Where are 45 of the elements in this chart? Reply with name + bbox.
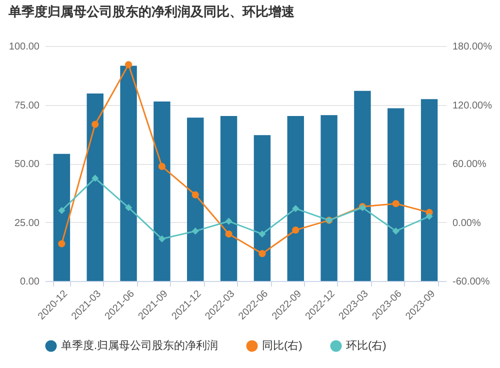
y-tick-label: 100.00: [8, 42, 40, 52]
bar: [86, 93, 104, 281]
point: [92, 174, 99, 182]
point: [225, 230, 232, 238]
point: [92, 120, 99, 128]
point: [158, 162, 166, 170]
point: [192, 228, 199, 235]
point: [192, 191, 199, 198]
y2-tick-label: 0.00%: [452, 218, 481, 229]
y2-tick-label: -60.00%: [452, 276, 490, 288]
point: [58, 240, 66, 248]
y-tick-label: 75.00: [14, 100, 40, 112]
point: [125, 204, 132, 212]
y-tick-label: 25.00: [14, 218, 40, 229]
y2-tick-label: 180.00%: [452, 42, 492, 52]
point: [158, 235, 166, 242]
bar: [53, 154, 70, 281]
legend-label: 单季度.归属母公司股东的净利润: [61, 339, 218, 352]
y2-tick-label: 120.00%: [452, 100, 492, 112]
bar: [320, 115, 338, 281]
point: [58, 206, 66, 214]
y2-tick-label: 60.00%: [452, 159, 487, 170]
bar: [287, 116, 304, 281]
y-tick-label: 50.00: [14, 159, 40, 170]
point: [258, 230, 266, 238]
bar: [120, 66, 137, 281]
point: [225, 218, 232, 225]
point: [292, 226, 300, 234]
bar: [254, 135, 271, 281]
chart-title: 单季度归属母公司股东的净利润及同比、环比增速: [7, 4, 296, 19]
legend-label: 环比(右): [346, 339, 386, 352]
bar: [154, 101, 170, 281]
bar: [388, 108, 404, 281]
legend-label: 同比(右): [262, 339, 302, 352]
bar: [187, 118, 204, 281]
point: [125, 61, 132, 68]
y-tick-label: 0.00: [20, 276, 40, 288]
bar: [420, 99, 438, 281]
bar: [220, 116, 238, 281]
point: [258, 250, 266, 258]
bar: [354, 90, 371, 281]
point: [292, 205, 300, 212]
point: [426, 212, 433, 220]
point: [392, 228, 400, 235]
point: [392, 200, 400, 208]
